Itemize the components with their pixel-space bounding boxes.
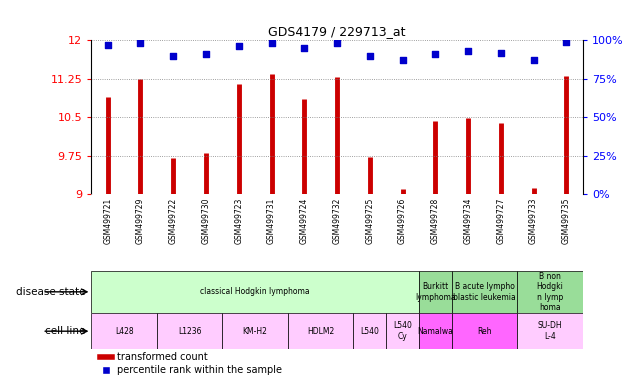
Point [168, 53, 178, 59]
Text: GSM499733: GSM499733 [529, 198, 538, 244]
Text: GSM499722: GSM499722 [169, 198, 178, 244]
Bar [386, 313, 419, 349]
Point [529, 57, 539, 63]
Bar [91, 271, 419, 313]
Point [266, 40, 277, 46]
Text: B acute lympho
blastic leukemia: B acute lympho blastic leukemia [453, 282, 516, 301]
Point [103, 42, 113, 48]
Text: L1236: L1236 [178, 327, 202, 336]
Point [398, 57, 408, 63]
Text: GSM499724: GSM499724 [300, 198, 309, 244]
Point [234, 43, 244, 50]
Bar [517, 271, 583, 313]
Text: L540: L540 [360, 327, 379, 336]
Text: GSM499730: GSM499730 [202, 198, 210, 244]
Text: GSM499725: GSM499725 [365, 198, 374, 244]
Title: GDS4179 / 229713_at: GDS4179 / 229713_at [268, 25, 406, 38]
Point [430, 51, 440, 57]
Point [496, 50, 506, 56]
Point [365, 53, 375, 59]
Bar [157, 313, 222, 349]
Point [463, 48, 473, 54]
Bar [517, 313, 583, 349]
Text: Burkitt
lymphoma: Burkitt lymphoma [415, 282, 455, 301]
Text: B non
Hodgki
n lymp
homa: B non Hodgki n lymp homa [537, 272, 563, 312]
Text: L540
Cy: L540 Cy [393, 321, 412, 341]
Legend: transformed count, percentile rank within the sample: transformed count, percentile rank withi… [96, 348, 285, 379]
Text: cell line: cell line [45, 326, 85, 336]
Bar [91, 313, 157, 349]
Text: GSM499729: GSM499729 [136, 198, 145, 244]
Point [299, 45, 309, 51]
Text: L428: L428 [115, 327, 134, 336]
Point [135, 40, 146, 46]
Text: HDLM2: HDLM2 [307, 327, 335, 336]
Text: GSM499728: GSM499728 [431, 198, 440, 244]
Text: GSM499721: GSM499721 [103, 198, 112, 244]
Text: GSM499734: GSM499734 [464, 198, 472, 244]
Bar [419, 271, 452, 313]
Bar [419, 313, 452, 349]
Bar [222, 313, 288, 349]
Text: SU-DH
L-4: SU-DH L-4 [537, 321, 563, 341]
Text: Namalwa: Namalwa [418, 327, 453, 336]
Bar [353, 313, 386, 349]
Text: Reh: Reh [477, 327, 492, 336]
Text: GSM499731: GSM499731 [267, 198, 276, 244]
Text: GSM499723: GSM499723 [234, 198, 243, 244]
Point [201, 51, 211, 57]
Bar [452, 271, 517, 313]
Text: KM-H2: KM-H2 [243, 327, 268, 336]
Text: disease state: disease state [16, 287, 85, 297]
Bar [288, 313, 353, 349]
Point [561, 39, 571, 45]
Text: GSM499726: GSM499726 [398, 198, 407, 244]
Text: GSM499727: GSM499727 [496, 198, 505, 244]
Text: GSM499735: GSM499735 [562, 198, 571, 244]
Text: GSM499732: GSM499732 [333, 198, 341, 244]
Text: classical Hodgkin lymphoma: classical Hodgkin lymphoma [200, 287, 310, 296]
Bar [452, 313, 517, 349]
Point [332, 40, 342, 46]
